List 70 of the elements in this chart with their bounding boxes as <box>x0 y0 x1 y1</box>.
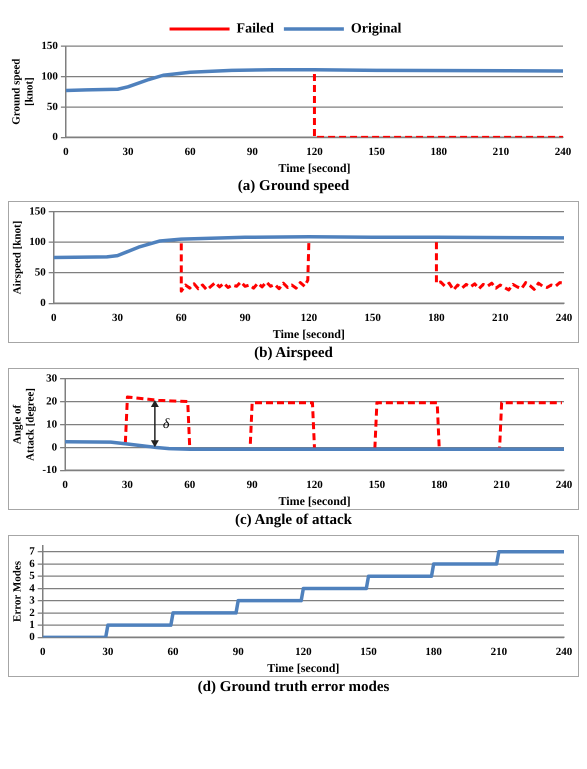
x-tick-label: 150 <box>360 646 378 658</box>
y-axis-title: Ground speed [knot] <box>10 58 36 125</box>
y-tick-label: 0 <box>29 631 36 644</box>
x-tick-label: 0 <box>62 478 68 491</box>
y-tick-label: -10 <box>42 464 58 476</box>
y-tick-label: 50 <box>34 266 46 279</box>
y-tick-label: 4 <box>29 582 36 594</box>
x-tick-label: 150 <box>368 146 386 158</box>
y-tick-label: 1 <box>29 619 35 632</box>
x-axis-title: Time [second] <box>267 660 340 675</box>
x-tick-label: 90 <box>232 646 244 658</box>
x-tick-label: 240 <box>556 646 573 658</box>
text: (b) Airspeed <box>253 345 334 362</box>
x-axis-title: Time [second] <box>278 494 351 508</box>
y-tick-label: 5 <box>29 570 36 582</box>
x-tick-label: 60 <box>168 646 180 658</box>
x-tick-label: 150 <box>364 312 382 324</box>
x-tick-label: 60 <box>184 478 196 491</box>
y-axis-title: Angle of Attack [degree] <box>11 388 37 461</box>
x-tick-label: 210 <box>492 146 510 158</box>
x-tick-label: 120 <box>295 646 312 658</box>
y-tick-label: 3 <box>29 594 36 607</box>
y-axis-title: Airspeed [knot] <box>11 220 24 294</box>
y-tick-label: 150 <box>29 205 46 218</box>
text: (a) Ground speed <box>236 178 350 195</box>
x-tick-label: 90 <box>246 478 258 491</box>
x-tick-label: 180 <box>425 646 442 658</box>
x-tick-label: 120 <box>306 146 324 158</box>
text: (d) Ground truth error modes <box>196 679 390 696</box>
y-axis-title: Error Modes <box>11 560 24 622</box>
x-tick-label: 240 <box>556 312 573 324</box>
y-tick-label: 10 <box>46 418 58 430</box>
y-tick-label: 0 <box>52 131 58 144</box>
x-axis-title: Time [second] <box>272 326 345 341</box>
y-tick-label: 100 <box>29 236 46 248</box>
x-tick-label: 240 <box>554 146 572 158</box>
y-tick-label: 100 <box>41 70 58 82</box>
x-tick-label: 30 <box>122 146 134 158</box>
y-tick-label: 6 <box>29 558 36 570</box>
x-tick-label: 30 <box>112 312 124 324</box>
y-tick-label: 0 <box>40 297 46 310</box>
y-tick-label: 0 <box>52 441 58 454</box>
y-tick-label: 50 <box>46 100 58 113</box>
x-tick-label: 120 <box>300 312 318 324</box>
x-tick-label: 60 <box>184 146 196 158</box>
x-tick-label: 210 <box>492 312 509 324</box>
x-tick-label: 180 <box>431 478 448 491</box>
y-tick-label: 2 <box>29 606 36 619</box>
x-tick-label: 90 <box>240 312 252 324</box>
x-tick-label: 240 <box>556 478 573 491</box>
y-tick-label: 30 <box>46 372 58 384</box>
legend-label: Original <box>350 22 402 37</box>
x-tick-label: 180 <box>430 146 448 158</box>
y-tick-label: 150 <box>41 40 58 52</box>
x-tick-label: 60 <box>176 312 188 324</box>
x-tick-label: 150 <box>368 478 386 491</box>
y-tick-label: 20 <box>46 395 58 408</box>
x-tick-label: 120 <box>306 478 324 491</box>
annotation: δ <box>162 417 170 432</box>
text: (c) Angle of attack <box>234 512 354 529</box>
y-tick-label: 7 <box>29 546 36 558</box>
x-tick-label: 180 <box>428 312 446 324</box>
x-tick-label: 30 <box>122 478 134 491</box>
x-axis-title: Time [second] <box>278 160 351 175</box>
x-tick-label: 90 <box>246 146 258 158</box>
legend-label: Failed <box>236 22 274 37</box>
x-tick-label: 210 <box>490 646 508 658</box>
x-tick-label: 0 <box>63 146 70 158</box>
x-tick-label: 30 <box>102 646 114 658</box>
x-tick-label: 210 <box>493 478 510 491</box>
